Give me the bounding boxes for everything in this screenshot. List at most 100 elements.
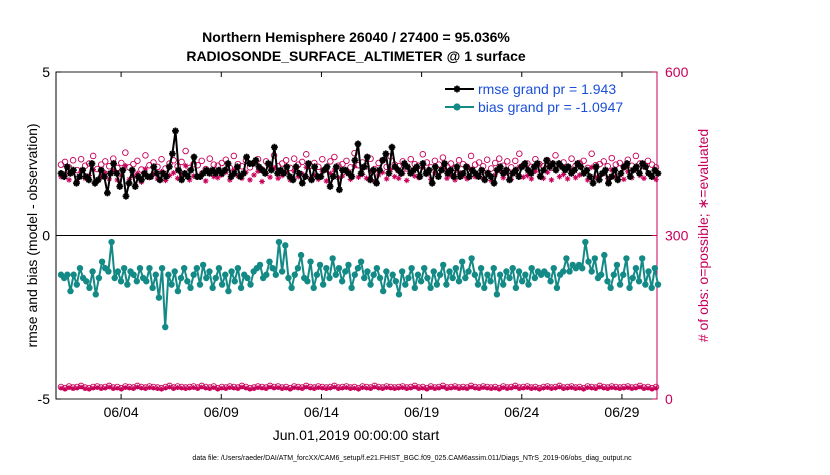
bias-point [376,274,384,282]
obs-possible-marker [230,152,238,160]
obs-possible-marker [351,149,358,157]
bias-point [585,258,592,265]
obs-evaluated-marker [363,175,370,182]
rmse-point [469,166,476,174]
rmse-point [493,166,501,174]
bias-point [607,284,614,292]
obs-evaluated-marker [392,386,398,392]
bias-point [455,278,463,285]
obs-possible-marker [89,152,97,160]
rmse-point [642,163,650,171]
bias-point [64,271,71,278]
rmse-point [305,160,312,167]
bias-point [228,268,235,275]
obs-evaluated-marker [420,385,426,391]
obs-evaluated-marker [605,386,611,392]
obs-possible-marker [632,152,640,160]
bias-point [357,258,365,265]
bias-point [626,284,633,292]
obs-evaluated-marker [460,385,466,391]
bias-point [471,271,478,278]
obs-evaluated-marker [352,385,357,391]
rmse-point [110,160,117,167]
rmse-point [292,163,300,171]
bias-point [89,268,96,275]
obs-evaluated-marker [452,385,458,390]
obs-evaluated-marker [110,167,117,174]
bias-point [440,261,447,269]
obs-evaluated-marker [548,177,555,183]
rmse-point [88,160,96,167]
obs-evaluated-marker [166,172,173,179]
bias-point [509,265,516,272]
rmse-point [76,173,83,181]
bias-point [484,271,491,278]
obs-evaluated-marker [387,166,394,173]
obs-evaluated-marker [151,385,156,391]
rmse-point [97,166,105,174]
obs-evaluated-marker [251,386,257,392]
bias-point [635,278,643,285]
obs-evaluated-marker [537,386,542,392]
rmse-point [533,160,541,167]
obs-evaluated-marker [645,385,651,391]
bias-point [354,265,362,272]
rmse-point [447,166,455,174]
rmse-point [456,173,464,181]
obs-possible-marker [407,155,415,163]
bias-point [651,265,659,272]
obs-evaluated-marker [235,386,241,392]
rmse-point [138,176,145,184]
obs-evaluated-marker [223,386,229,392]
obs-evaluated-marker [126,385,132,391]
obs-evaluated-marker [174,175,181,182]
obs-evaluated-marker [315,385,321,390]
bias-point [474,281,482,288]
bias-point [367,281,374,288]
obs-evaluated-marker [247,386,253,392]
bias-point [105,268,112,275]
obs-evaluated-marker [440,384,446,390]
rmse-point [178,176,186,184]
bias-point [433,281,441,288]
bias-point [468,255,475,262]
obs-evaluated-marker [134,384,140,390]
obs-evaluated-marker [287,386,293,392]
rmse-point [73,179,80,187]
bias-point [411,284,418,292]
bias-point [462,274,469,282]
obs-evaluated-marker [488,177,494,184]
obs-evaluated-marker [307,385,313,391]
rmse-point [311,163,319,171]
obs-evaluated-marker [400,385,406,390]
bias-point [124,281,131,288]
chart-title-line1: Northern Hemisphere 26040 / 27400 = 95.0… [202,29,510,45]
rmse-point [400,160,408,167]
rmse-point [168,150,176,158]
obs-evaluated-marker [323,386,329,392]
obs-evaluated-marker [496,386,502,392]
obs-evaluated-marker [227,177,233,183]
bias-point [414,271,422,278]
rmse-point [605,179,612,187]
obs-evaluated-marker [171,386,176,392]
rmse-point [298,179,306,187]
rmse-point [382,150,390,158]
obs-possible-marker [504,158,511,165]
obs-possible-marker [608,154,616,162]
obs-evaluated-marker [255,168,261,174]
bias-point [326,274,333,282]
obs-possible-marker [475,159,483,166]
obs-possible-marker [198,157,205,165]
rmse-point [407,169,414,177]
rmse-point [434,173,442,181]
obs-evaluated-marker [102,385,108,391]
obs-evaluated-marker [247,177,253,183]
bias-point [503,268,510,275]
obs-evaluated-marker [383,176,390,182]
bias-point [379,287,387,295]
obs-evaluated-marker [340,385,345,391]
obs-evaluated-marker [528,386,534,392]
obs-evaluated-marker [175,385,180,390]
obs-possible-marker [600,158,607,165]
